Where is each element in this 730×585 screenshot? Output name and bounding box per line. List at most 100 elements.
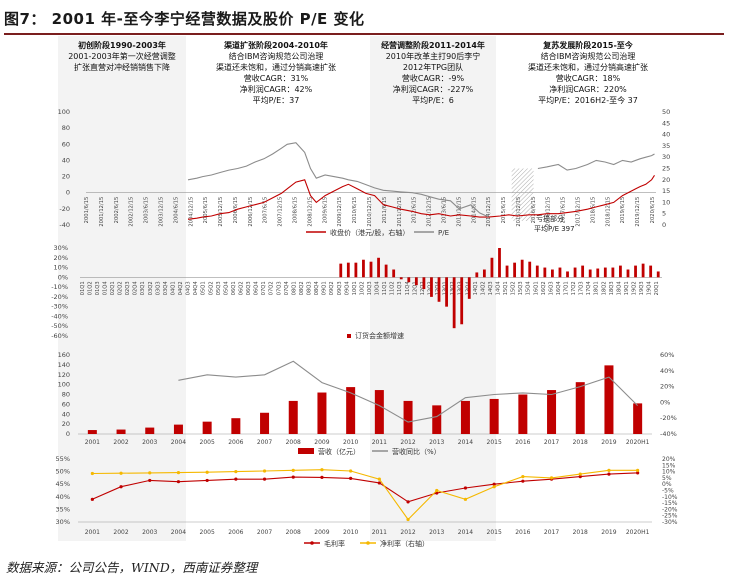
order-bar bbox=[641, 263, 645, 278]
gross-margin-point bbox=[349, 476, 353, 481]
revenue-x-tick: 2013 bbox=[429, 439, 444, 446]
order-bar bbox=[649, 265, 653, 278]
revenue-bar bbox=[231, 418, 241, 434]
date-tick: 2017/6/15 bbox=[561, 197, 567, 224]
pe-left-tick: 60 bbox=[62, 140, 70, 148]
price-right-tick: 5 bbox=[662, 210, 666, 218]
date-tick: 2004/6/15 bbox=[173, 197, 179, 224]
legend-order-swatch bbox=[347, 334, 351, 338]
order-x-tick: 05Q2 bbox=[208, 281, 214, 295]
price-right-tick: 25 bbox=[662, 165, 670, 173]
order-y-tick: 0% bbox=[58, 273, 68, 281]
order-x-tick: 08Q1 bbox=[291, 281, 297, 295]
order-bar bbox=[566, 271, 569, 278]
phase-band-3 bbox=[370, 36, 496, 541]
revenue-x-tick: 2017 bbox=[544, 439, 559, 446]
order-x-tick: 02Q4 bbox=[133, 281, 139, 296]
order-y-tick: -60% bbox=[51, 332, 68, 340]
order-bar bbox=[656, 271, 660, 278]
order-x-tick: 02Q2 bbox=[118, 281, 124, 295]
order-bar bbox=[445, 277, 448, 307]
order-x-tick: 14Q1 bbox=[473, 281, 479, 295]
revenue-bar bbox=[575, 382, 585, 434]
revenue-x-tick: 2004 bbox=[171, 439, 186, 446]
order-x-tick: 11Q2 bbox=[390, 281, 396, 295]
price-right-tick: 35 bbox=[662, 142, 670, 150]
net-margin-point bbox=[521, 475, 525, 479]
gross-margin-point bbox=[262, 477, 267, 481]
order-bar bbox=[452, 277, 456, 329]
order-x-tick: 14Q3 bbox=[488, 281, 494, 295]
loss-zone bbox=[511, 168, 534, 221]
order-x-tick: 02Q3 bbox=[125, 281, 131, 295]
price-right-tick: 10 bbox=[662, 198, 670, 206]
date-tick: 2016/6/15 bbox=[531, 197, 537, 224]
margin-x-tick: 2019 bbox=[601, 529, 616, 536]
margin-x-tick: 2010 bbox=[343, 529, 358, 536]
margin-x-tick: 2009 bbox=[314, 529, 329, 536]
order-bar bbox=[558, 267, 562, 278]
revenue-x-tick: 2005 bbox=[200, 439, 215, 446]
order-x-tick: 07Q1 bbox=[261, 281, 267, 295]
order-x-tick: 04Q1 bbox=[170, 281, 176, 295]
margin-x-tick: 2018 bbox=[573, 529, 588, 536]
order-x-tick: 20Q1 bbox=[654, 281, 660, 295]
order-x-tick: 10Q2 bbox=[359, 281, 365, 295]
order-x-tick: 08Q2 bbox=[299, 281, 305, 295]
date-tick: 2013/6/15 bbox=[441, 197, 447, 224]
net-margin-point bbox=[492, 485, 496, 489]
date-tick: 2007/12/15 bbox=[278, 197, 284, 227]
pe-line bbox=[187, 142, 489, 218]
gross-margin-point bbox=[492, 482, 496, 486]
margin-x-tick: 2017 bbox=[544, 529, 559, 536]
legend-gross-marker bbox=[310, 541, 314, 545]
net-margin-point bbox=[377, 477, 381, 481]
revenue-x-tick: 2018 bbox=[573, 439, 588, 446]
date-tick: 2009/12/15 bbox=[337, 197, 343, 227]
order-x-tick: 07Q2 bbox=[269, 281, 275, 295]
margin-x-tick: 2012 bbox=[400, 529, 415, 536]
order-x-tick: 02Q1 bbox=[110, 281, 116, 295]
order-x-tick: 16Q2 bbox=[541, 281, 547, 295]
order-x-tick: 04Q3 bbox=[186, 281, 192, 295]
margin-x-tick: 2015 bbox=[487, 529, 502, 536]
order-x-tick: 16Q1 bbox=[533, 281, 539, 295]
order-y-tick: -40% bbox=[51, 312, 68, 320]
net-margin-point bbox=[636, 468, 640, 472]
order-y-tick: -20% bbox=[51, 293, 68, 301]
order-x-tick: 09Q1 bbox=[322, 281, 328, 295]
order-bar bbox=[626, 269, 630, 278]
gross-margin-tick: 55% bbox=[56, 455, 70, 463]
gross-margin-point bbox=[463, 486, 468, 490]
revenue-bar bbox=[547, 390, 557, 434]
revenue-x-tick: 2016 bbox=[515, 439, 530, 446]
gross-margin-point bbox=[377, 481, 381, 485]
revenue-growth-tick: 40% bbox=[660, 367, 674, 375]
revenue-x-tick: 2015 bbox=[487, 439, 502, 446]
margin-x-tick: 2008 bbox=[286, 529, 301, 536]
order-x-tick: 17Q2 bbox=[571, 281, 577, 295]
order-x-tick: 01Q3 bbox=[95, 281, 101, 295]
gross-margin-point bbox=[406, 500, 410, 504]
revenue-x-tick: 2003 bbox=[142, 439, 157, 446]
order-bar bbox=[573, 267, 577, 278]
order-y-tick: 20% bbox=[54, 254, 68, 262]
order-x-tick: 03Q2 bbox=[148, 281, 154, 295]
phase-4-title: 复苏发展阶段2015-至今 bbox=[543, 41, 633, 50]
net-margin-tick: -15% bbox=[662, 500, 678, 507]
net-margin-tick: -30% bbox=[662, 519, 678, 526]
date-tick: 2003/12/15 bbox=[158, 197, 164, 227]
legend-pe-label: P/E bbox=[438, 229, 449, 237]
revenue-y-tick: 40 bbox=[62, 410, 70, 418]
pe-left-tick: 40 bbox=[62, 156, 70, 164]
order-bar bbox=[634, 265, 637, 278]
margin-x-tick: 2007 bbox=[257, 529, 272, 536]
revenue-bar bbox=[116, 429, 126, 434]
net-margin-point bbox=[148, 471, 152, 475]
revenue-x-tick: 2008 bbox=[286, 439, 301, 446]
legend-growth-label: 营收同比（%） bbox=[392, 447, 441, 456]
date-tick: 2005/6/15 bbox=[203, 197, 209, 224]
date-tick: 2015/6/15 bbox=[501, 197, 507, 224]
margin-x-tick: 2013 bbox=[429, 529, 444, 536]
pe-left-tick: 100 bbox=[58, 108, 70, 116]
